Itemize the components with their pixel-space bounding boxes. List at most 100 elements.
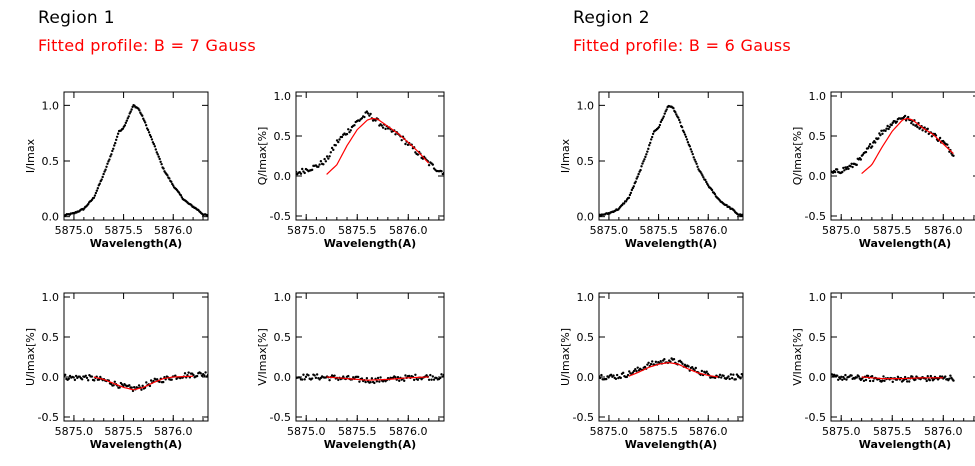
observed-point xyxy=(718,373,722,377)
observed-point xyxy=(345,132,349,136)
observed-point xyxy=(358,380,361,383)
observed-point xyxy=(319,160,323,163)
plot-area xyxy=(831,114,955,175)
observed-point xyxy=(903,375,907,379)
observed-point xyxy=(625,375,629,379)
observed-point xyxy=(146,128,150,132)
observed-point xyxy=(631,371,635,374)
x-tick-label: 5875.5 xyxy=(639,224,678,237)
observed-point xyxy=(599,376,602,380)
observed-point xyxy=(705,370,708,373)
observed-point xyxy=(72,376,75,379)
observed-point xyxy=(926,375,929,378)
observed-point xyxy=(831,375,835,378)
observed-point xyxy=(911,375,914,378)
observed-point xyxy=(149,135,153,139)
observed-point xyxy=(688,145,692,148)
observed-point xyxy=(335,139,339,142)
observed-point xyxy=(862,379,866,383)
y-tick-label: 1.0 xyxy=(42,99,60,112)
plot-area xyxy=(831,373,955,384)
observed-point xyxy=(658,123,662,127)
x-axis-label: Wavelength(A) xyxy=(90,237,182,250)
observed-point xyxy=(727,375,730,378)
observed-point xyxy=(650,135,654,139)
observed-point xyxy=(143,121,147,124)
observed-point xyxy=(126,117,129,120)
observed-point xyxy=(730,376,734,380)
observed-point xyxy=(363,115,366,119)
observed-point xyxy=(646,363,649,366)
observed-point xyxy=(337,378,340,382)
observed-point xyxy=(162,167,165,170)
y-tick-label: -0.5 xyxy=(270,210,291,223)
observed-point xyxy=(701,174,704,177)
x-tick-label: 5876.0 xyxy=(154,224,193,237)
observed-point xyxy=(113,380,117,383)
observed-point xyxy=(847,167,850,170)
observed-point xyxy=(928,379,932,382)
observed-point xyxy=(394,133,397,136)
observed-point xyxy=(870,374,874,378)
y-tick-label: 1.0 xyxy=(577,99,595,112)
observed-point xyxy=(696,165,699,168)
observed-point xyxy=(609,373,613,377)
observed-point xyxy=(692,156,695,159)
observed-point xyxy=(637,172,640,176)
observed-point xyxy=(138,109,141,112)
observed-point xyxy=(103,170,106,173)
observed-point xyxy=(156,153,159,156)
observed-point xyxy=(864,378,868,382)
observed-point xyxy=(891,380,894,384)
observed-point xyxy=(145,381,148,384)
y-tick-label: 0.5 xyxy=(42,155,60,168)
observed-point xyxy=(850,374,853,377)
observed-point xyxy=(632,369,636,373)
observed-point xyxy=(944,375,947,378)
x-tick-label: 5875.0 xyxy=(590,224,629,237)
observed-point xyxy=(68,374,72,378)
observed-point xyxy=(376,376,380,380)
observed-point xyxy=(845,378,848,381)
observed-point xyxy=(378,380,381,383)
observed-point xyxy=(317,165,320,168)
observed-point xyxy=(640,165,643,168)
observed-point xyxy=(732,373,735,376)
observed-point xyxy=(384,127,387,131)
observed-point xyxy=(116,132,120,135)
observed-point xyxy=(915,124,918,127)
observed-point xyxy=(921,129,924,132)
observed-point xyxy=(857,375,860,378)
y-tick-label: 1.0 xyxy=(809,291,827,304)
observed-point xyxy=(835,168,839,171)
observed-point xyxy=(302,373,305,376)
y-tick-label: 0.0 xyxy=(577,211,595,224)
observed-point xyxy=(170,378,173,381)
observed-point xyxy=(95,189,99,192)
observed-point xyxy=(366,112,370,115)
x-axis-label: Wavelength(A) xyxy=(859,237,951,250)
observed-point xyxy=(689,148,693,151)
observed-point xyxy=(916,125,919,129)
y-tick-label: 1.0 xyxy=(577,291,595,304)
region-1-title: Region 1 xyxy=(38,8,115,28)
observed-point xyxy=(729,373,733,376)
observed-point xyxy=(141,114,144,117)
x-tick-label: 5876.0 xyxy=(389,224,428,237)
observed-point xyxy=(166,174,169,177)
observed-point xyxy=(86,203,90,206)
x-tick-label: 5875.5 xyxy=(639,425,678,438)
observed-point xyxy=(868,379,872,383)
observed-point xyxy=(98,182,101,185)
plot-area xyxy=(64,371,208,393)
observed-point xyxy=(337,140,340,144)
observed-point xyxy=(347,374,350,378)
observed-point xyxy=(338,138,341,141)
observed-point xyxy=(725,203,728,207)
observed-point xyxy=(946,143,949,146)
x-tick-label: 5876.0 xyxy=(924,224,963,237)
x-tick-label: 5876.0 xyxy=(689,425,728,438)
observed-point xyxy=(648,144,651,147)
observed-point xyxy=(342,375,345,378)
panel-frame xyxy=(598,292,744,422)
